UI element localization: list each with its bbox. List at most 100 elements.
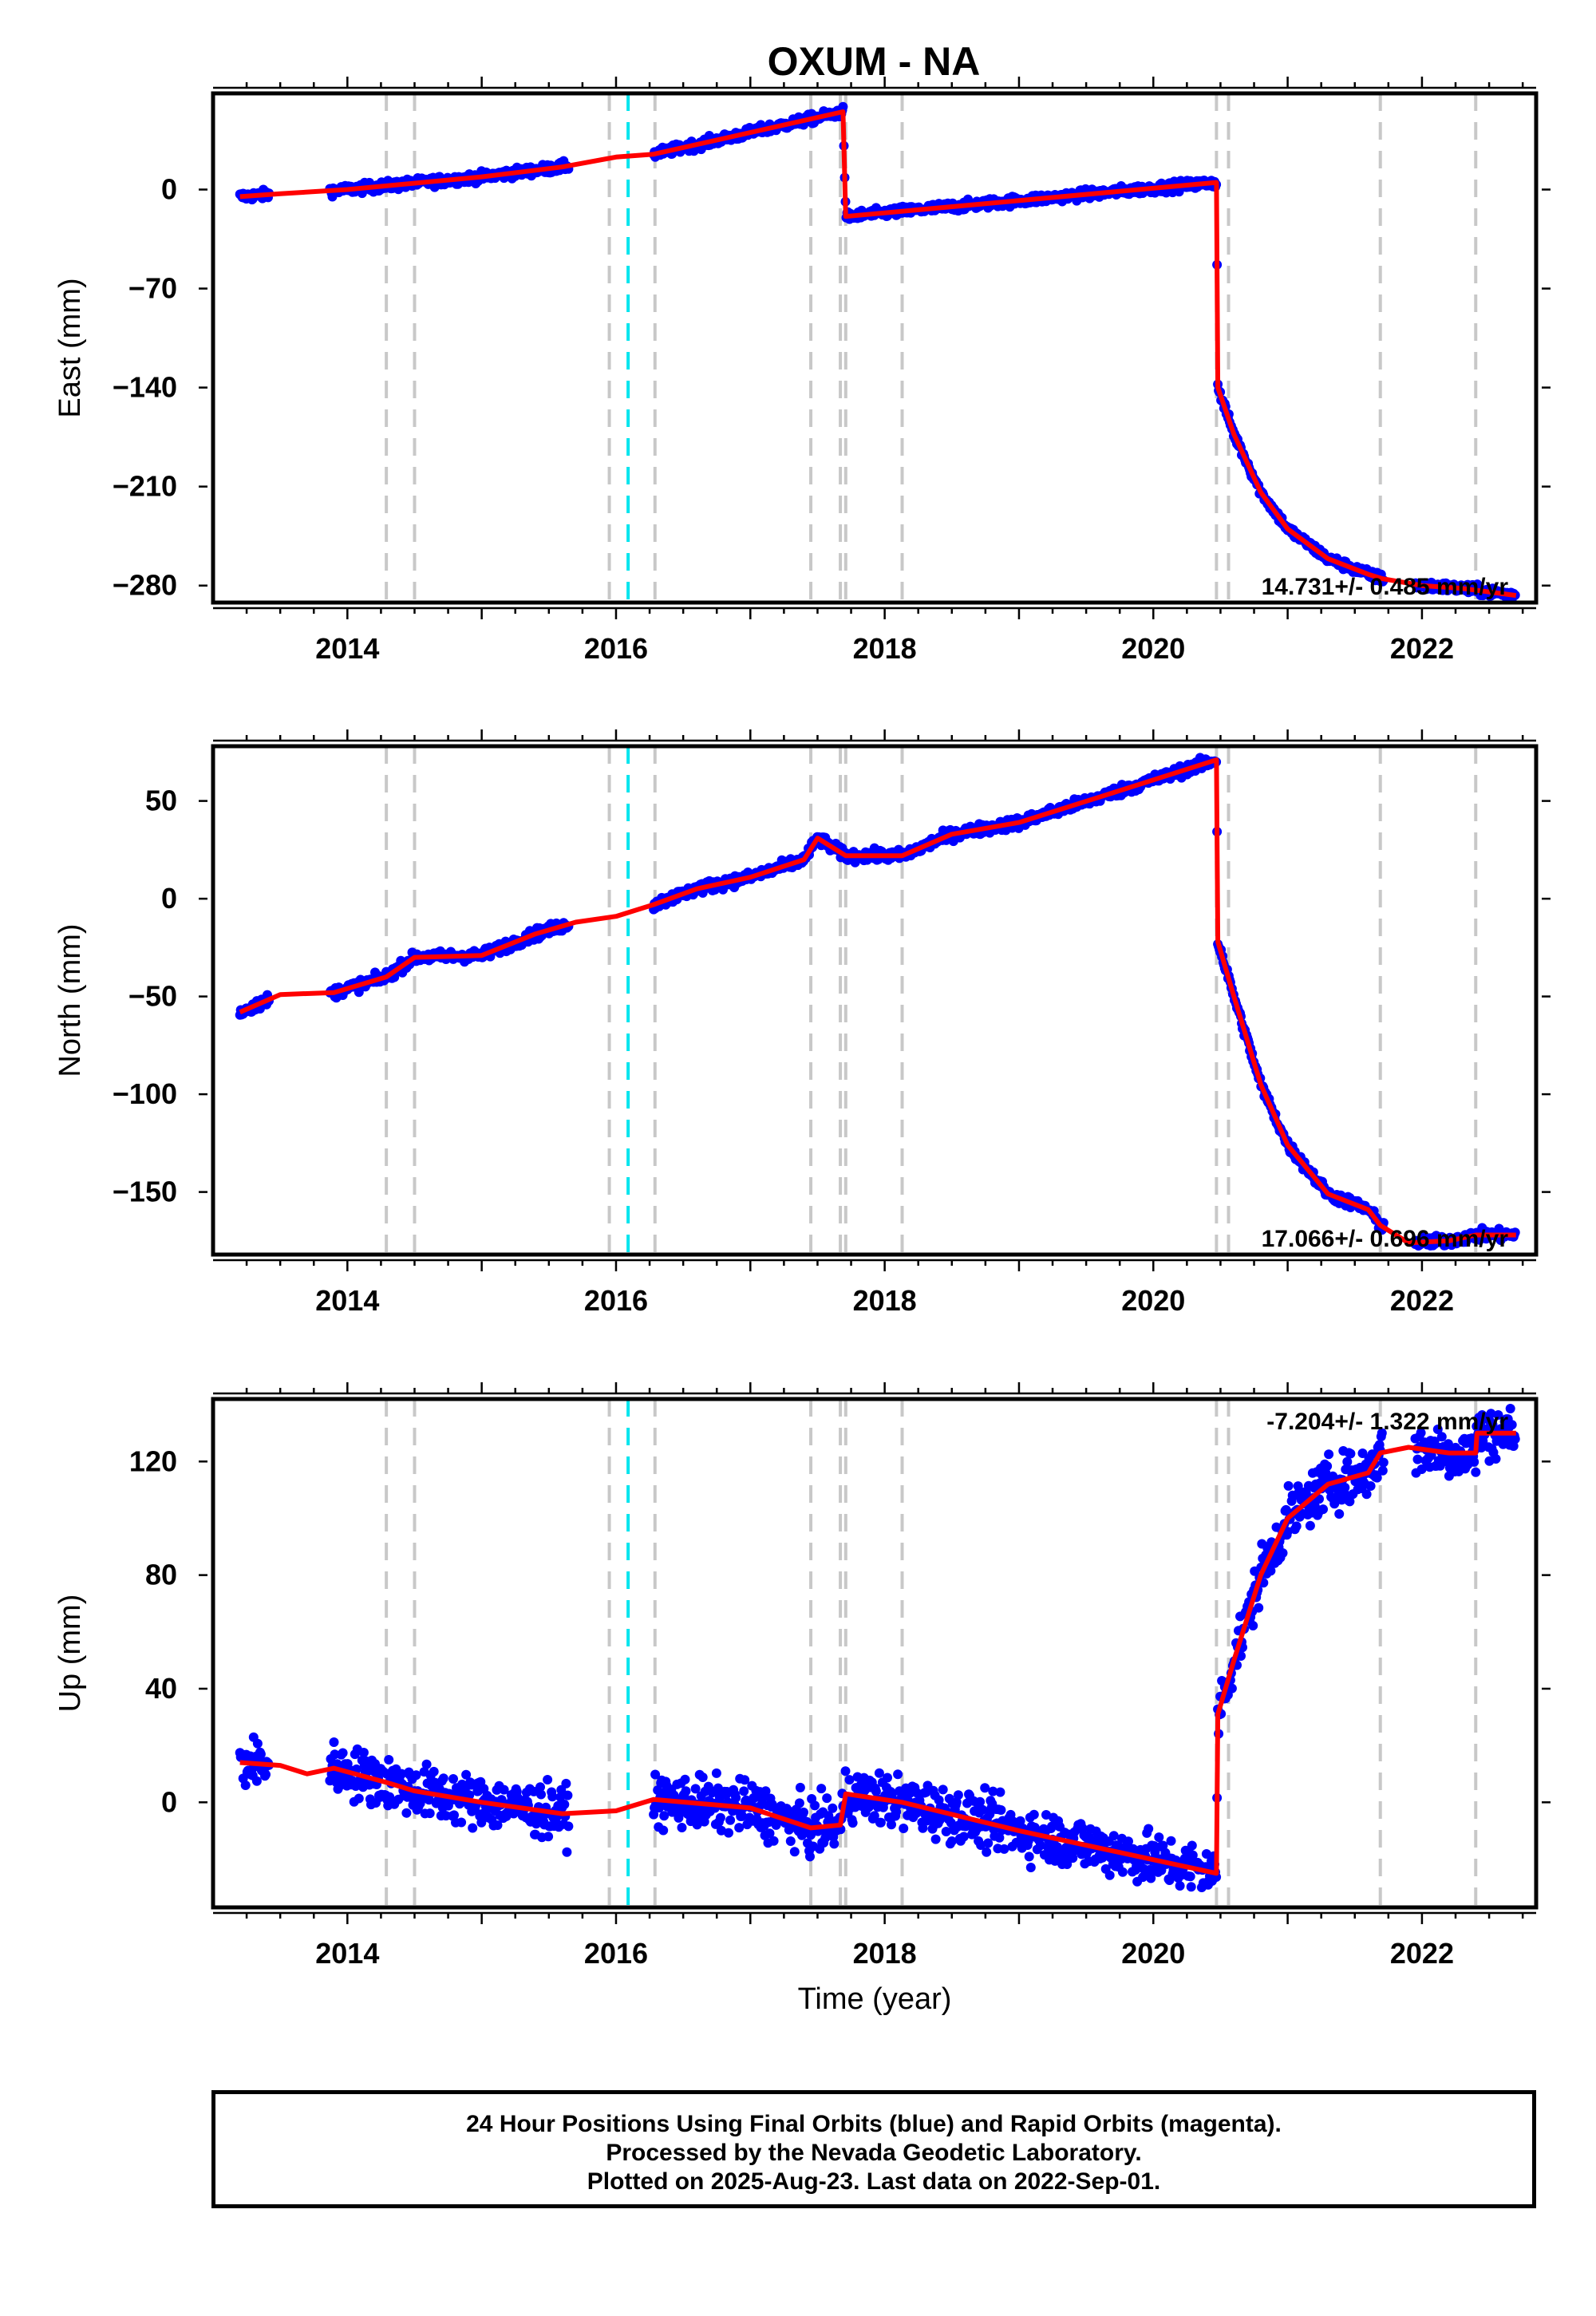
data-point	[1377, 1428, 1387, 1438]
data-point	[543, 1832, 554, 1842]
plot-area-up	[235, 1399, 1520, 1907]
data-point	[255, 1749, 266, 1759]
panel-north: 2014 2016 2018 2020 2022 50 0 −50 −100 −150 North …	[53, 729, 1551, 1317]
data-point	[681, 1786, 691, 1796]
y-tick-label: −280	[113, 569, 177, 602]
data-point	[1266, 1566, 1276, 1576]
data-point	[1372, 1472, 1382, 1483]
y-tick-label: 40	[145, 1672, 177, 1705]
x-tick-label: 2022	[1390, 632, 1454, 665]
x-tick-label: 2016	[584, 1284, 648, 1317]
data-point	[715, 1812, 725, 1823]
data-point	[816, 1784, 827, 1794]
data-point	[261, 1769, 271, 1780]
data-point	[975, 1796, 986, 1807]
y-axis-label: East (mm)	[53, 278, 87, 417]
data-point	[739, 1786, 749, 1796]
data-point	[1185, 1871, 1195, 1882]
data-point	[934, 1815, 945, 1825]
data-point	[1340, 1482, 1350, 1492]
data-point	[1510, 1434, 1520, 1445]
data-point	[795, 1782, 805, 1792]
data-point	[1158, 1840, 1168, 1851]
data-point	[794, 1798, 804, 1808]
data-point	[1187, 1840, 1197, 1851]
data-point	[1345, 1448, 1356, 1459]
data-point	[562, 1847, 572, 1857]
panel-frame	[211, 91, 1539, 605]
data-point	[251, 1776, 262, 1786]
data-point	[1305, 1520, 1315, 1531]
footer-line-2: Processed by the Nevada Geodetic Laborat…	[606, 2140, 1142, 2166]
y-axis-label: Up (mm)	[53, 1595, 87, 1713]
data-point	[731, 1792, 741, 1803]
data-point	[799, 1807, 808, 1817]
data-point	[1108, 1831, 1119, 1841]
y-tick-label: −150	[113, 1176, 177, 1208]
data-point	[563, 1790, 573, 1800]
x-tick-label: 2014	[315, 1937, 379, 1970]
data-point	[734, 1823, 745, 1833]
y-tick-label: −50	[128, 980, 177, 1013]
x-tick-label: 2018	[853, 1937, 917, 1970]
data-point	[1175, 1881, 1185, 1891]
data-point	[1493, 1410, 1503, 1420]
data-point	[737, 1811, 748, 1821]
data-point	[1035, 1840, 1045, 1851]
data-point	[492, 1820, 503, 1830]
data-point	[1432, 1425, 1443, 1434]
data-point	[1507, 1420, 1517, 1430]
observed-points	[235, 101, 1520, 603]
data-point	[764, 1828, 775, 1839]
data-point	[912, 1788, 922, 1798]
data-point	[982, 1847, 992, 1857]
panel-up: 2014 2016 2018 2020 2022 120 80 40 0 Up (mm) -7.20…	[53, 1382, 1551, 2016]
data-point	[871, 1786, 881, 1796]
data-point	[1345, 1496, 1355, 1507]
data-point	[461, 1769, 472, 1780]
data-point	[810, 1800, 820, 1811]
data-point	[829, 1839, 839, 1849]
velocity-label: 17.066+/- 0.696 mm/yr	[1262, 1226, 1509, 1252]
y-tick-label: 0	[161, 1785, 177, 1818]
plot-area-east	[235, 93, 1520, 603]
x-tick-label: 2014	[315, 632, 379, 665]
plot-area-north	[235, 746, 1520, 1255]
data-point	[1291, 1521, 1302, 1531]
x-tick-label: 2022	[1390, 1284, 1454, 1317]
data-point	[1117, 1867, 1128, 1877]
data-point	[828, 1803, 838, 1813]
data-point	[421, 1759, 432, 1769]
data-point	[536, 1789, 546, 1800]
data-point	[1416, 1428, 1426, 1438]
data-point	[918, 1823, 928, 1833]
data-point	[789, 1847, 800, 1857]
data-point	[1318, 1504, 1328, 1515]
data-point	[1412, 1454, 1423, 1464]
data-point	[1377, 1465, 1388, 1476]
data-point	[1015, 1816, 1025, 1826]
y-tick-label: −210	[113, 470, 177, 503]
x-tick-label: 2014	[315, 1284, 379, 1317]
data-point	[822, 1793, 832, 1804]
data-point	[1025, 1863, 1036, 1872]
observed-points	[235, 753, 1520, 1251]
data-point	[805, 1852, 815, 1862]
y-axis-label: North (mm)	[53, 923, 87, 1077]
model-fit-line	[239, 1430, 1516, 1876]
data-point	[561, 1778, 571, 1788]
data-point	[1436, 1432, 1447, 1442]
data-point	[1166, 1836, 1176, 1846]
data-point	[1041, 1810, 1051, 1820]
data-point	[559, 1800, 570, 1809]
data-point	[1124, 1836, 1133, 1847]
data-point	[543, 1775, 553, 1784]
data-point	[563, 1821, 574, 1832]
data-point	[938, 1784, 948, 1795]
data-point	[659, 1811, 670, 1821]
data-point	[980, 1783, 990, 1793]
data-point	[1187, 1850, 1198, 1860]
data-point	[690, 1784, 701, 1794]
data-point	[680, 1774, 690, 1784]
data-point	[1505, 1404, 1515, 1413]
